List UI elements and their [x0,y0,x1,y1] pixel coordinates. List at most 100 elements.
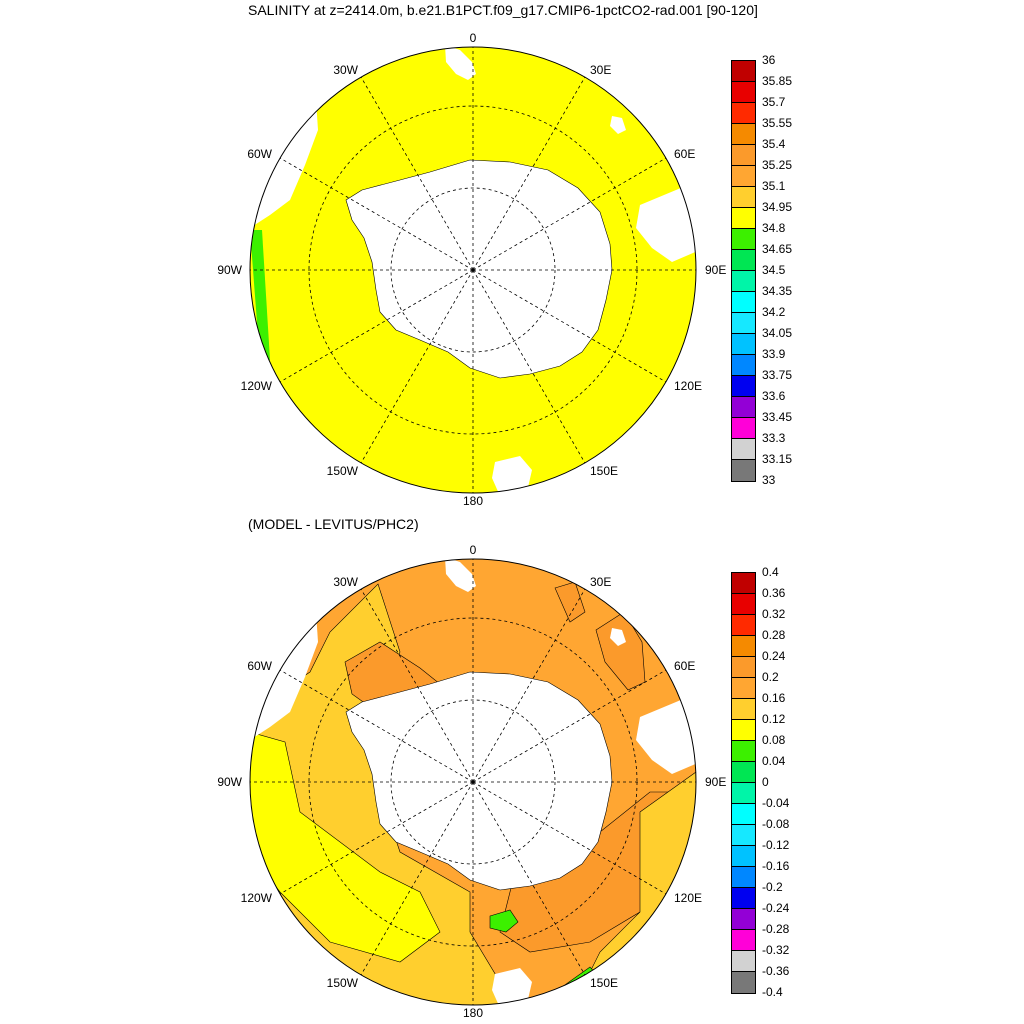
lon-label: 30W [333,575,358,589]
colorbar-swatch [732,355,755,376]
lon-label: 150E [590,976,618,990]
africa-land [445,47,476,80]
colorbar-label: 35.1 [762,179,786,193]
colorbar-swatch [732,678,755,699]
lon-label: 120E [674,379,702,393]
lon-label: 60E [674,147,695,161]
colorbar-swatch [732,699,755,720]
africa-land [445,559,476,592]
colorbar-swatch [732,397,755,418]
graticule [250,559,696,1005]
lon-label: 30W [333,63,358,77]
colorbar-label: -0.04 [762,796,790,810]
map-boundary [249,46,697,494]
lon-label: 30E [590,63,611,77]
salinity-colorbar [731,60,756,482]
colorbar-label: -0.28 [762,922,790,936]
colorbar-label: 34.35 [762,284,793,298]
colorbar-label: 34.95 [762,200,793,214]
colorbar-swatch [732,573,755,594]
colorbar-label: 33 [762,473,776,487]
colorbar-swatch [732,888,755,909]
colorbar-label: 33.75 [762,368,793,382]
lon-label: 150W [327,976,359,990]
antarctica-land [345,671,613,891]
lon-label: 180 [463,1006,483,1020]
lon-label: 60E [674,659,695,673]
longitude-labels: 0 30E 60E 90E 120E 150E 180 150W 120W 90… [217,31,726,508]
colorbar-label: 35.85 [762,74,793,88]
colorbar-swatch [732,657,755,678]
map-boundary [249,558,697,1006]
colorbar-swatch [732,250,755,271]
colorbar-swatch [732,741,755,762]
colorbar-swatch [732,166,755,187]
lon-label: 120W [241,891,273,905]
colorbar-label: 0.28 [762,628,786,642]
main-title: SALINITY at z=2414.0m, b.e21.B1PCT.f09_g… [248,2,758,18]
colorbar-label: 34.5 [762,263,786,277]
colorbar-swatch [732,615,755,636]
colorbar-swatch [732,229,755,250]
lon-label: 120W [241,379,273,393]
colorbar-swatch [732,376,755,397]
colorbar-label: -0.32 [762,943,790,957]
colorbar-swatch [732,783,755,804]
colorbar-swatch [732,460,755,481]
colorbar-swatch [732,930,755,951]
colorbar-swatch [732,804,755,825]
colorbar-label: 34.65 [762,242,793,256]
antarctica-land [345,159,613,379]
colorbar-swatch [732,972,755,993]
colorbar-label: -0.24 [762,901,790,915]
colorbar-label: 36 [762,53,776,67]
lon-label: 30E [590,575,611,589]
colorbar-label: 35.7 [762,95,786,109]
lon-label: 60W [247,659,272,673]
colorbar-swatch [732,208,755,229]
colorbar-swatch [732,145,755,166]
indian-ocean-island [610,628,626,646]
colorbar-label: 33.15 [762,452,793,466]
new-zealand-land [492,968,532,1005]
peru-margin-strip [250,230,270,362]
colorbar-swatch [732,292,755,313]
colorbar-swatch [732,418,755,439]
colorbar-swatch [732,124,755,145]
colorbar-label: 34.8 [762,221,786,235]
colorbar-label: 0.08 [762,733,786,747]
difference-title: (MODEL - LEVITUS/PHC2) [248,516,419,532]
colorbar-label: 33.3 [762,431,786,445]
colorbar-swatch [732,61,755,82]
lon-label: 150E [590,464,618,478]
colorbar-label: 34.2 [762,305,786,319]
colorbar-swatch [732,846,755,867]
australia-land [636,692,696,774]
colorbar-swatch [732,103,755,124]
lon-label: 60W [247,147,272,161]
colorbar-label: -0.4 [762,985,783,999]
lon-label: 180 [463,494,483,508]
dark-orange-region [554,581,586,623]
colorbar-label: 33.6 [762,389,786,403]
colorbar-swatch [732,720,755,741]
colorbar-label: 35.55 [762,116,793,130]
graticule [250,47,696,493]
colorbar-swatch [732,909,755,930]
colorbar-label: 0.04 [762,754,786,768]
colorbar-label: -0.2 [762,880,783,894]
colorbar-label: -0.08 [762,817,790,831]
colorbar-label: -0.16 [762,859,790,873]
colorbar-label: 35.4 [762,137,786,151]
australia-land [636,180,696,262]
lon-label: 150W [327,464,359,478]
colorbar-label: 33.45 [762,410,793,424]
colorbar-label: 0.16 [762,691,786,705]
new-zealand-land [492,456,532,493]
lon-label: 90E [705,775,726,789]
colorbar-swatch [732,271,755,292]
colorbar-swatch [732,762,755,783]
colorbar-swatch [732,867,755,888]
longitude-labels: 0 30E 60E 90E 120E 150E 180 150W 120W 90… [217,543,726,1020]
colorbar-swatch [732,636,755,657]
